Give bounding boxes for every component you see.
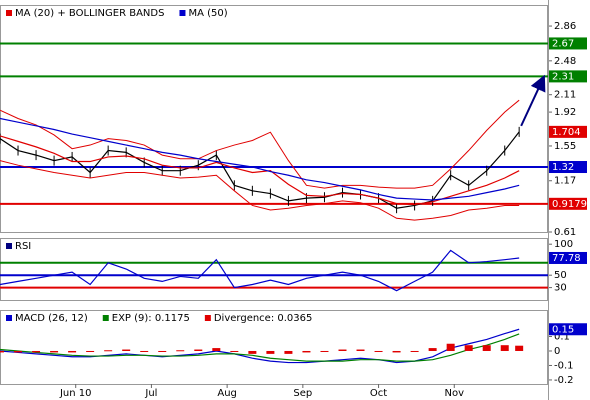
x-tick-label: Aug bbox=[217, 388, 237, 399]
divergence-bar bbox=[500, 345, 509, 351]
level-box bbox=[549, 37, 587, 50]
y-tick-label: 0.61 bbox=[554, 227, 576, 238]
divergence-bar bbox=[230, 350, 239, 352]
divergence-bar bbox=[176, 350, 185, 352]
divergence-bar bbox=[122, 349, 131, 351]
divergence-bar bbox=[374, 350, 383, 352]
series-line bbox=[0, 328, 520, 364]
legend-swatch bbox=[6, 315, 12, 321]
divergence-bar bbox=[32, 350, 41, 353]
legend-label: MACD (26, 12) bbox=[15, 313, 88, 324]
y-tick-label: -0.2 bbox=[554, 375, 574, 386]
x-tick-label: Jun 10 bbox=[59, 388, 92, 399]
legend-swatch bbox=[102, 315, 109, 321]
y-tick-label: 30 bbox=[554, 283, 567, 294]
divergence-bar bbox=[158, 350, 167, 352]
y-tick-label: 100 bbox=[554, 239, 573, 250]
divergence-bar bbox=[515, 345, 524, 351]
panel-frame bbox=[0, 5, 548, 233]
level-label: 2.67 bbox=[552, 38, 574, 49]
legend-swatch bbox=[179, 10, 186, 16]
value-box-label: 1.704 bbox=[552, 127, 581, 138]
y-tick-label: 1.92 bbox=[554, 107, 576, 118]
legend-label: Divergence: 0.0365 bbox=[214, 313, 313, 324]
divergence-bar bbox=[464, 345, 473, 351]
level-box bbox=[549, 197, 587, 210]
series-line bbox=[0, 333, 520, 362]
legend-label: MA (20) + BOLLINGER BANDS bbox=[15, 8, 164, 19]
series-line bbox=[0, 117, 520, 201]
divergence-bar bbox=[338, 349, 347, 351]
legend-swatch bbox=[6, 10, 12, 16]
y-tick-label: -0.1 bbox=[554, 360, 574, 371]
y-tick-label: 1.55 bbox=[554, 141, 576, 152]
divergence-bar bbox=[356, 349, 365, 351]
legend-swatch bbox=[6, 243, 12, 249]
level-box bbox=[549, 70, 587, 83]
divergence-bar bbox=[104, 350, 113, 352]
divergence-bar bbox=[320, 350, 329, 352]
divergence-bar bbox=[446, 343, 455, 351]
y-tick-label: 2.11 bbox=[554, 90, 576, 101]
divergence-bar bbox=[392, 350, 401, 353]
value-box-label: 77.78 bbox=[552, 253, 581, 264]
panel-frame bbox=[0, 238, 548, 301]
y-tick-label: 2.86 bbox=[554, 21, 576, 32]
value-box bbox=[549, 251, 587, 264]
divergence-bar bbox=[194, 349, 203, 351]
divergence-bar bbox=[428, 348, 437, 351]
series-line bbox=[0, 135, 520, 206]
divergence-bar bbox=[68, 350, 77, 353]
divergence-bar bbox=[0, 350, 4, 353]
value-box bbox=[549, 323, 587, 336]
divergence-bar bbox=[140, 350, 149, 352]
level-label: 1.32 bbox=[552, 162, 574, 173]
divergence-bar bbox=[284, 350, 293, 354]
divergence-bar bbox=[86, 350, 95, 352]
divergence-bar bbox=[482, 345, 491, 351]
x-tick-label: Nov bbox=[444, 388, 464, 399]
divergence-bar bbox=[248, 350, 257, 354]
level-label: 0.9179 bbox=[552, 199, 587, 210]
y-tick-label: 1.17 bbox=[554, 176, 576, 187]
divergence-bar bbox=[50, 350, 59, 353]
y-tick-label: 0 bbox=[554, 346, 560, 357]
y-tick-label: 50 bbox=[554, 270, 567, 281]
target-arrow bbox=[520, 74, 546, 127]
divergence-bar bbox=[212, 348, 221, 351]
legend-label: MA (50) bbox=[188, 8, 227, 19]
legend-label: EXP (9): 0.1175 bbox=[112, 313, 190, 324]
panel-title: RSI bbox=[15, 241, 31, 252]
level-box bbox=[549, 161, 587, 174]
value-box bbox=[549, 125, 587, 138]
series-line bbox=[0, 249, 520, 292]
x-tick-label: Sep bbox=[293, 388, 312, 399]
divergence-bar bbox=[302, 350, 311, 353]
panel-frame bbox=[0, 310, 548, 385]
divergence-bar bbox=[410, 350, 419, 352]
y-tick-label: 0.1 bbox=[554, 332, 570, 343]
y-tick-label: 2.48 bbox=[554, 56, 576, 67]
x-tick-label: Oct bbox=[370, 388, 387, 399]
value-box-label: 0.15 bbox=[552, 324, 574, 335]
level-label: 2.31 bbox=[552, 71, 574, 82]
legend-swatch bbox=[204, 315, 211, 321]
divergence-bar bbox=[266, 350, 275, 354]
lower-band bbox=[0, 160, 520, 221]
series-line bbox=[0, 131, 520, 209]
divergence-bar bbox=[14, 350, 23, 353]
x-tick-label: Jul bbox=[144, 388, 157, 399]
upper-band bbox=[0, 99, 520, 189]
